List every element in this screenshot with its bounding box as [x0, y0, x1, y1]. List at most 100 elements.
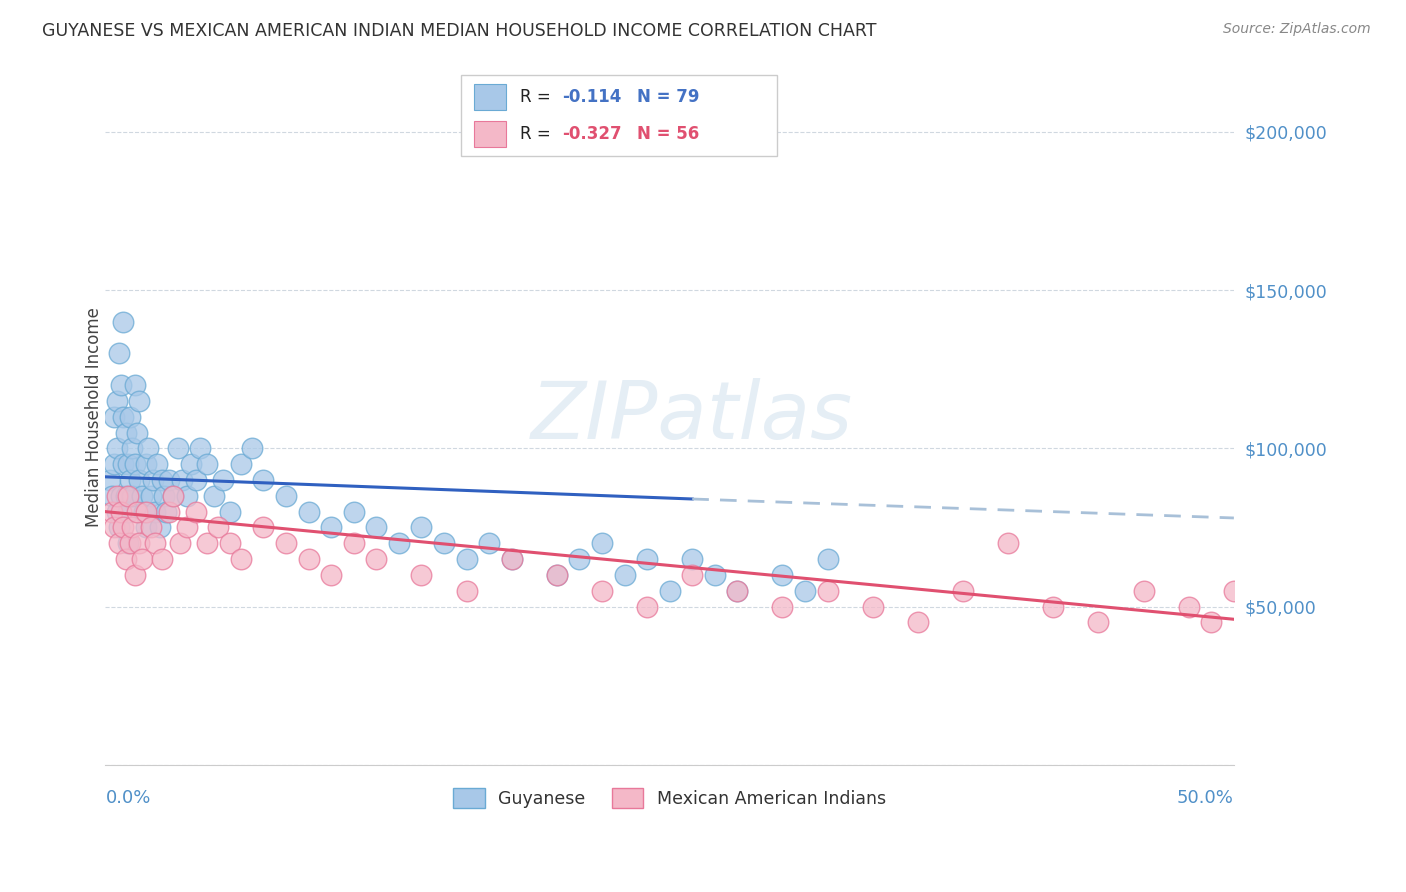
Text: N = 79: N = 79: [637, 88, 699, 106]
Text: GUYANESE VS MEXICAN AMERICAN INDIAN MEDIAN HOUSEHOLD INCOME CORRELATION CHART: GUYANESE VS MEXICAN AMERICAN INDIAN MEDI…: [42, 22, 877, 40]
Point: [117, 505, 139, 519]
Point: [188, 442, 211, 456]
Point: [1042, 599, 1064, 614]
Point: [725, 583, 748, 598]
Text: R =: R =: [520, 125, 555, 143]
Point: [169, 536, 191, 550]
Point: [411, 520, 433, 534]
Point: [952, 583, 974, 598]
Point: [343, 536, 366, 550]
Point: [195, 457, 218, 471]
Text: Source: ZipAtlas.com: Source: ZipAtlas.com: [1223, 22, 1371, 37]
Point: [103, 409, 125, 424]
Point: [343, 505, 366, 519]
Point: [136, 442, 159, 456]
Point: [117, 536, 139, 550]
Point: [135, 505, 157, 519]
Point: [681, 568, 703, 582]
Point: [155, 505, 177, 519]
Point: [252, 473, 274, 487]
Point: [211, 473, 233, 487]
Point: [105, 505, 128, 519]
Point: [456, 552, 478, 566]
Point: [636, 599, 658, 614]
Point: [388, 536, 411, 550]
Point: [366, 552, 388, 566]
Point: [101, 489, 124, 503]
Point: [1291, 632, 1313, 646]
Point: [274, 536, 297, 550]
Point: [120, 536, 142, 550]
Point: [143, 505, 166, 519]
Point: [128, 473, 150, 487]
Point: [166, 442, 188, 456]
Point: [142, 473, 165, 487]
Point: [456, 583, 478, 598]
Y-axis label: Median Household Income: Median Household Income: [86, 307, 103, 526]
Text: ZIPatlas: ZIPatlas: [531, 377, 853, 456]
Point: [128, 536, 150, 550]
Point: [207, 520, 229, 534]
Point: [297, 552, 319, 566]
Point: [176, 520, 198, 534]
Point: [772, 568, 794, 582]
Point: [124, 568, 146, 582]
Point: [772, 599, 794, 614]
Point: [202, 489, 225, 503]
Point: [817, 552, 839, 566]
FancyBboxPatch shape: [474, 120, 506, 147]
Point: [114, 552, 136, 566]
Point: [110, 505, 132, 519]
Point: [135, 520, 157, 534]
Text: N = 56: N = 56: [637, 125, 699, 143]
Point: [411, 568, 433, 582]
Point: [218, 505, 240, 519]
Point: [157, 473, 180, 487]
Point: [546, 568, 568, 582]
Point: [157, 505, 180, 519]
Text: 0.0%: 0.0%: [105, 789, 150, 807]
Point: [218, 536, 240, 550]
Point: [112, 457, 135, 471]
Point: [131, 552, 153, 566]
Point: [103, 520, 125, 534]
Point: [546, 568, 568, 582]
Point: [1223, 583, 1246, 598]
Point: [105, 393, 128, 408]
Point: [862, 599, 884, 614]
Point: [120, 409, 142, 424]
Point: [110, 378, 132, 392]
Point: [997, 536, 1019, 550]
Point: [636, 552, 658, 566]
Point: [1246, 599, 1268, 614]
Legend: Guyanese, Mexican American Indians: Guyanese, Mexican American Indians: [446, 781, 893, 815]
Point: [184, 505, 207, 519]
Point: [501, 552, 523, 566]
Point: [139, 489, 162, 503]
Point: [120, 473, 142, 487]
Point: [117, 457, 139, 471]
Point: [114, 489, 136, 503]
Text: -0.327: -0.327: [562, 125, 621, 143]
Point: [172, 473, 194, 487]
Point: [112, 409, 135, 424]
Point: [146, 457, 169, 471]
Text: 50.0%: 50.0%: [1177, 789, 1234, 807]
Point: [319, 520, 342, 534]
Point: [591, 583, 613, 598]
Point: [128, 393, 150, 408]
Point: [125, 505, 148, 519]
Point: [98, 473, 121, 487]
Point: [274, 489, 297, 503]
Point: [703, 568, 725, 582]
Point: [907, 615, 929, 630]
Point: [1087, 615, 1109, 630]
Point: [297, 505, 319, 519]
Point: [121, 489, 143, 503]
Point: [143, 536, 166, 550]
Point: [195, 536, 218, 550]
FancyBboxPatch shape: [474, 84, 506, 111]
Point: [150, 552, 173, 566]
Point: [124, 457, 146, 471]
Point: [184, 473, 207, 487]
